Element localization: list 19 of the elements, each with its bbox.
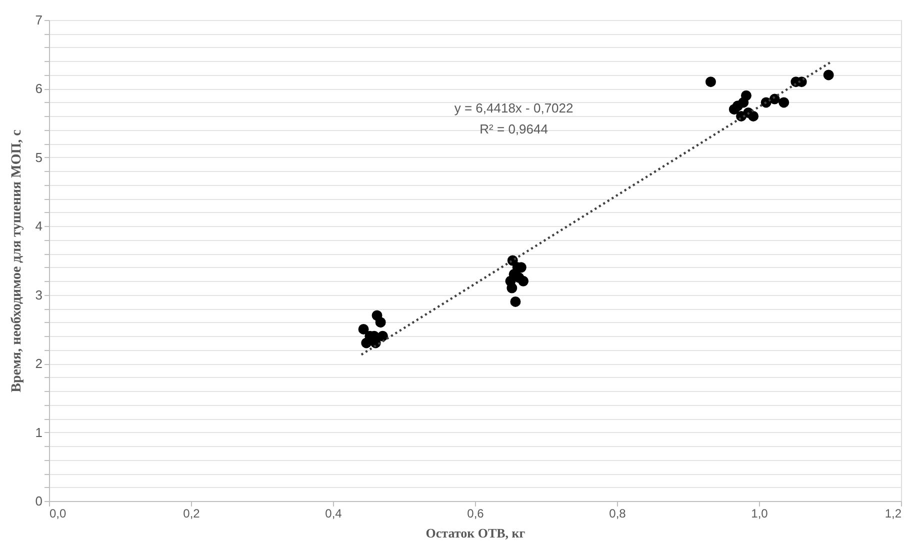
x-tick-label: 0,4 xyxy=(325,506,342,520)
x-axis-title: Остаток ОТВ, кг xyxy=(426,526,526,540)
x-tick-label: 0,2 xyxy=(183,506,200,520)
y-tick-label: 0 xyxy=(35,494,42,508)
y-tick-label: 2 xyxy=(35,356,42,372)
y-tick-label: 3 xyxy=(35,287,42,302)
y-tick-label: 1 xyxy=(35,424,42,440)
x-tick-label: 0,6 xyxy=(467,506,484,520)
y-tick-label: 4 xyxy=(35,218,42,234)
y-tick-label: 7 xyxy=(35,12,42,28)
x-tick-label: 0,0 xyxy=(50,506,67,520)
y-axis-title: Время, необходимое для тушения МОП, с xyxy=(9,130,24,392)
x-tick-label: 1,2 xyxy=(884,506,902,520)
y-tick-label: 5 xyxy=(35,150,42,165)
x-tick-label: 1,0 xyxy=(751,506,768,520)
x-tick-label: 0,8 xyxy=(609,506,626,520)
y-tick-label: 6 xyxy=(35,81,42,96)
annotation: y = 6,4418x - 0,7022 xyxy=(454,100,574,116)
annotation: R² = 0,9644 xyxy=(480,121,548,136)
